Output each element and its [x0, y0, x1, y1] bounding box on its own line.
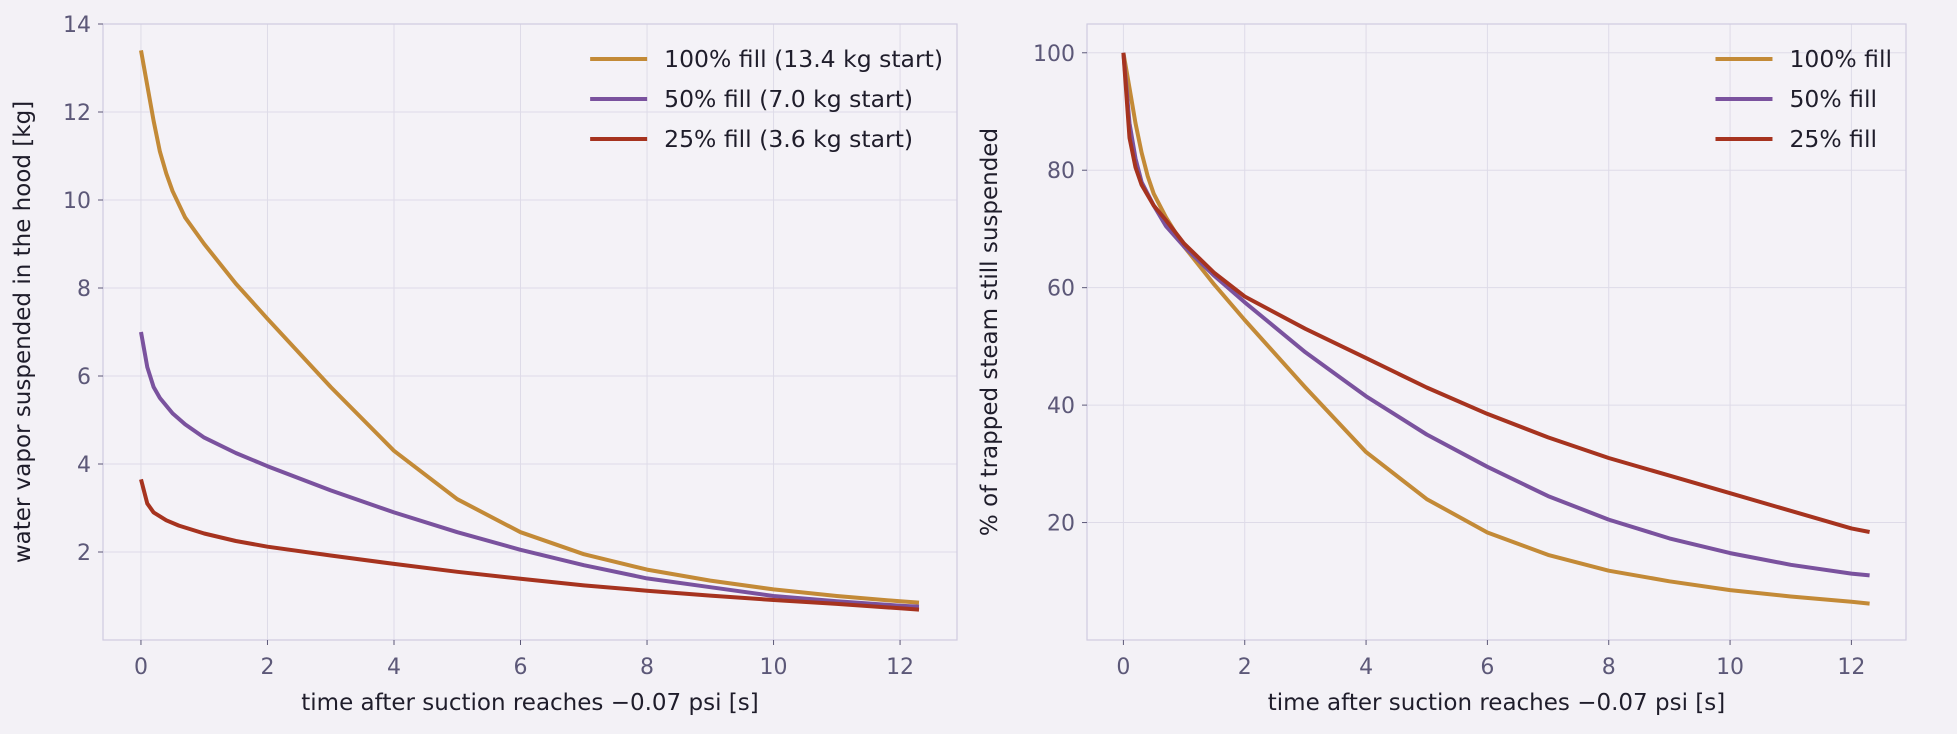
right-chart-y-axis-label: % of trapped steam still suspended	[977, 128, 1003, 536]
right-chart-x-tick-label: 0	[1116, 655, 1130, 680]
right-chart: 0 2 4 6 8 10 12 20 40 60 80 100 time after suction r…	[977, 23, 1907, 716]
right-chart-x-tick-label: 2	[1238, 655, 1252, 680]
left-chart-y-tick-label: 14	[63, 13, 91, 38]
right-chart-legend-label: 50% fill	[1789, 85, 1877, 113]
left-chart-legend-label: 50% fill (7.0 kg start)	[664, 85, 913, 113]
right-chart-legend-label: 100% fill	[1789, 45, 1892, 73]
right-chart-y-tick-label: 80	[1047, 159, 1075, 184]
right-chart-legend: 100% fill 50% fill 25% fill	[1715, 45, 1892, 153]
right-chart-legend-label: 25% fill	[1789, 125, 1877, 153]
left-chart-x-tick-label: 4	[387, 655, 401, 680]
left-chart-y-axis-label: water vapor suspended in the hood [kg]	[10, 101, 36, 563]
left-chart-x-tick-label: 6	[514, 655, 528, 680]
right-chart-series-line-1	[1121, 52, 1870, 606]
left-chart-y-tick-label: 8	[77, 277, 91, 302]
right-chart-x-tick-label: 6	[1480, 655, 1494, 680]
left-chart-plot-area	[103, 24, 957, 640]
left-chart-x-axis-label: time after suction reaches −0.07 psi [s]	[301, 690, 758, 716]
left-chart-frame	[102, 23, 958, 641]
right-chart-plot-area	[1087, 24, 1906, 640]
left-chart-x-tick-label: 0	[134, 655, 148, 680]
right-chart-y-tick-label: 40	[1047, 394, 1075, 419]
right-chart-x-tick-label: 4	[1359, 655, 1373, 680]
left-chart-x-tick-label: 2	[260, 655, 274, 680]
left-chart-x-tick-label: 10	[760, 655, 788, 680]
left-chart-x-tick-label: 8	[640, 655, 654, 680]
right-chart-series-line-3	[1121, 52, 1870, 534]
left-chart-legend-label: 25% fill (3.6 kg start)	[664, 125, 913, 153]
left-chart-y-tick-label: 4	[77, 453, 91, 478]
right-chart-y-tick-label: 100	[1033, 42, 1075, 67]
left-chart-series-line-1	[139, 50, 920, 605]
right-chart-x-tick-label: 8	[1602, 655, 1616, 680]
left-chart-y-tick-label: 6	[77, 365, 91, 390]
right-chart-x-tick-label: 10	[1716, 655, 1744, 680]
right-chart-frame	[1086, 23, 1907, 641]
left-chart-y-tick-label: 10	[63, 189, 91, 214]
right-chart-x-tick-label: 12	[1837, 655, 1865, 680]
left-chart-series-line-2	[139, 331, 920, 609]
right-chart-y-tick-label: 20	[1047, 512, 1075, 537]
left-chart-legend: 100% fill (13.4 kg start) 50% fill (7.0 k…	[590, 45, 943, 153]
left-chart-y-tick-label: 2	[77, 541, 91, 566]
left-chart-legend-label: 100% fill (13.4 kg start)	[664, 45, 943, 73]
left-chart: 0 2 4 6 8 10 12 2 4 6 8 10 12 14 time after suction re…	[10, 13, 958, 716]
left-chart-y-tick-label: 12	[63, 101, 91, 126]
left-chart-series-line-3	[139, 478, 920, 612]
left-chart-x-tick-label: 12	[886, 655, 914, 680]
right-chart-y-tick-label: 60	[1047, 277, 1075, 302]
right-chart-x-axis-label: time after suction reaches −0.07 psi [s]	[1268, 690, 1725, 716]
